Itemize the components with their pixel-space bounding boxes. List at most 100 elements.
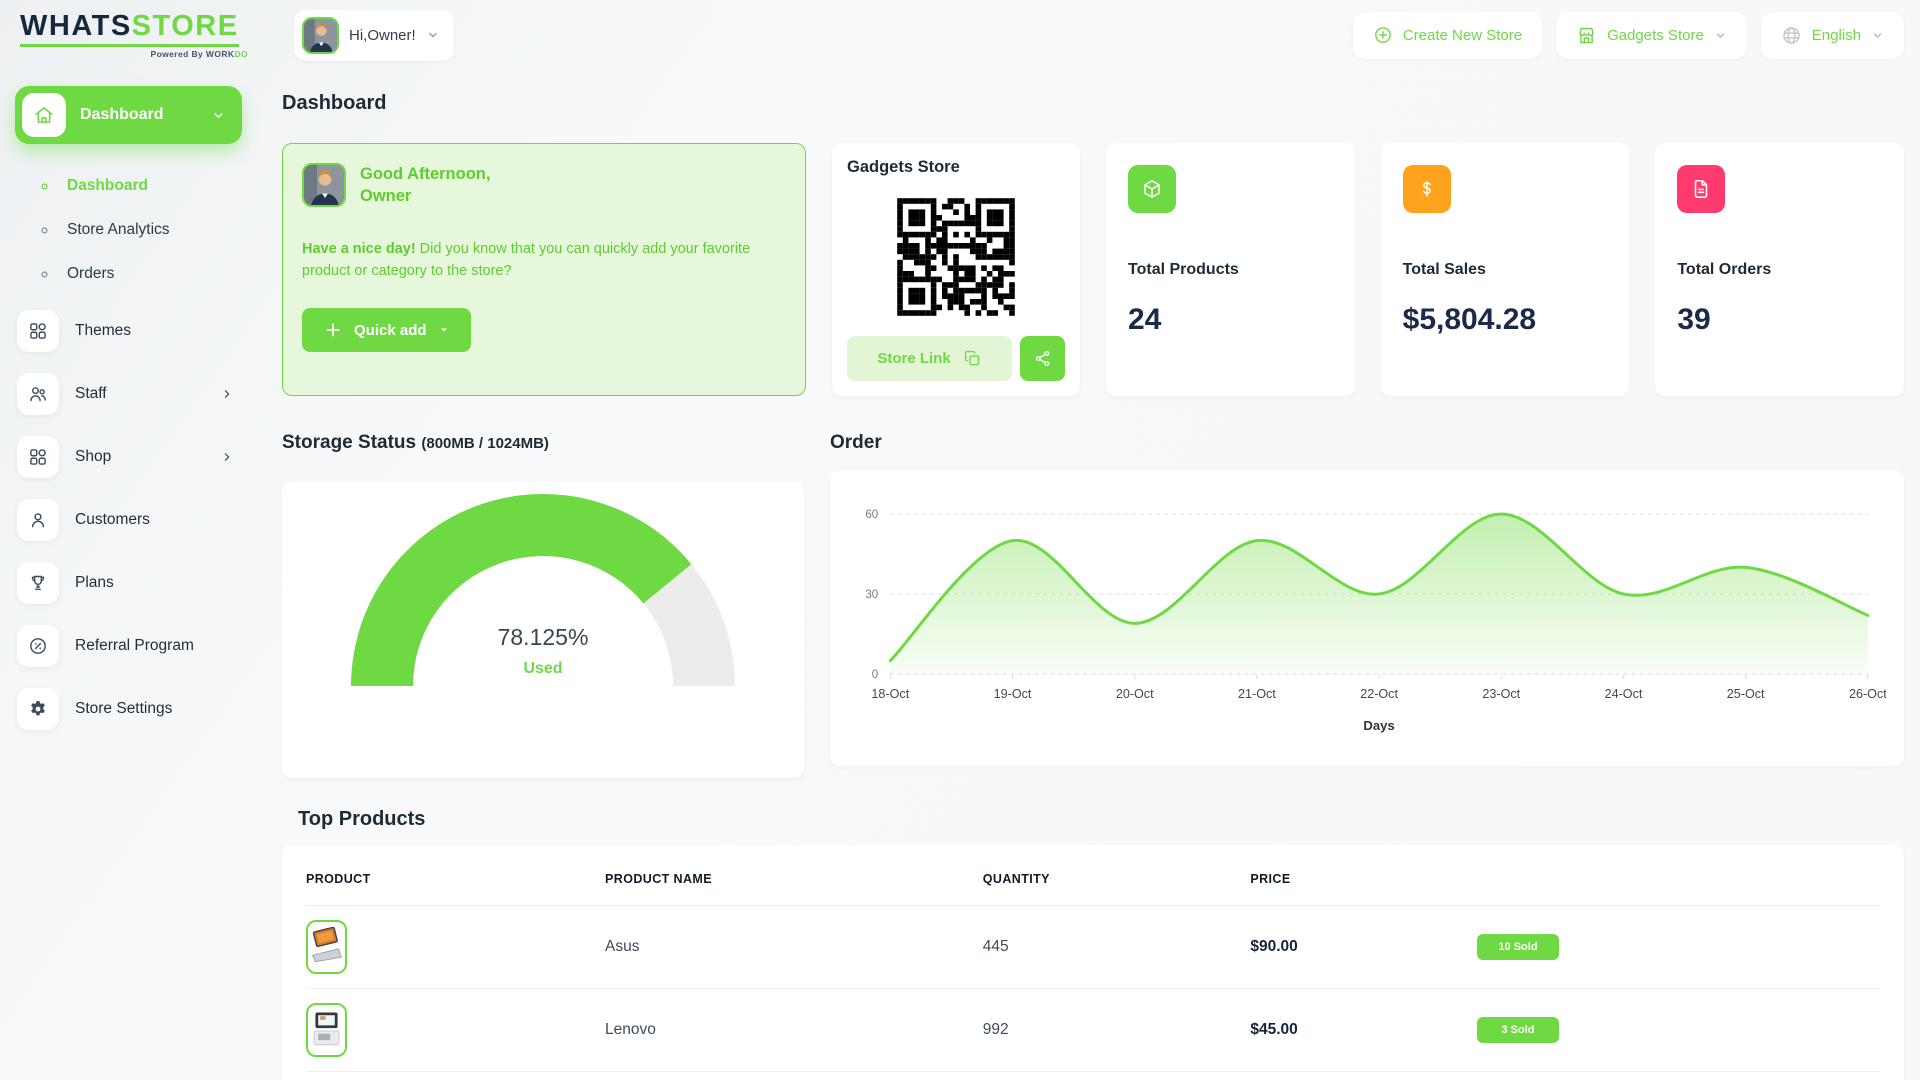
product-name: Lenovo (605, 988, 983, 1072)
column-header-price: PRICE (1250, 845, 1455, 906)
storage-section: Storage Status (800MB / 1024MB) 78.125% … (282, 432, 804, 778)
powered-by-label: Powered By WORKDO (150, 48, 248, 59)
product-image-laptop-gray (306, 1003, 347, 1057)
sidebar-subitem-orders[interactable]: Orders (15, 252, 242, 296)
sidebar-item-staff[interactable]: Staff (15, 366, 242, 422)
package-icon (1141, 178, 1163, 200)
product-image-laptop-tilted-orange (306, 920, 347, 974)
sidebar-item-label: Staff (75, 385, 107, 402)
storage-gauge-card: 78.125% Used (282, 482, 804, 778)
dot-circle-icon (39, 225, 50, 236)
greeting-message: Have a nice day! Did you know that you c… (302, 240, 751, 279)
sidebar-subitem-dashboard[interactable]: Dashboard (15, 164, 242, 208)
product-price: $45.00 (1250, 988, 1455, 1072)
sold-badge: 10 Sold (1476, 934, 1559, 960)
column-header-quantity: QUANTITY (982, 845, 1251, 906)
trophy-icon (28, 573, 48, 593)
sidebar-subitem-label: Dashboard (67, 177, 148, 194)
sidebar-item-label: Referral Program (75, 637, 194, 654)
dot-circle-icon (39, 269, 50, 280)
stat-value: 24 (1128, 303, 1162, 336)
svg-text:60: 60 (865, 509, 878, 521)
language-dropdown[interactable]: English (1760, 11, 1904, 59)
sidebar-subitem-label: Store Analytics (67, 221, 170, 238)
logo-text-store: STORE (131, 9, 239, 42)
user-icon (28, 510, 48, 530)
chevron-down-icon (1871, 29, 1884, 42)
user-greeting-label: Hi,Owner! (349, 26, 416, 44)
sidebar-item-label: Customers (75, 511, 150, 528)
page-title: Dashboard (282, 92, 387, 114)
copy-icon (963, 349, 982, 368)
grid-icon (28, 447, 48, 467)
dot-circle-icon (39, 181, 50, 192)
table-row-sony-bravia: Sony Bravia217$71.008 Sold (306, 1072, 1880, 1080)
sidebar-item-themes[interactable]: Themes (15, 303, 242, 359)
svg-text:19-Oct: 19-Oct (994, 687, 1032, 701)
chevron-down-icon (1714, 29, 1727, 42)
gauge-used-label: Used (523, 660, 563, 677)
top-products-section: Top Products PRODUCT PRODUCT NAME QUANTITY… (282, 808, 1904, 1080)
stat-card-total-products: Total Products 24 (1106, 143, 1355, 396)
table-row-asus: Asus 445 $90.00 10 Sold (306, 905, 1880, 989)
user-avatar (302, 16, 339, 54)
sidebar: Dashboard Dashboard Store Analytics Orders… (0, 70, 250, 744)
svg-text:24-Oct: 24-Oct (1605, 687, 1643, 701)
storage-heading: Storage Status (800MB / 1024MB) (282, 432, 549, 453)
sidebar-item-label: Themes (75, 322, 131, 339)
storage-gauge-chart (351, 494, 735, 686)
greeting-card: Good Afternoon, Owner Have a nice day! D… (282, 143, 806, 396)
sidebar-item-shop[interactable]: Shop (15, 429, 242, 485)
sidebar-item-store-settings[interactable]: Store Settings (15, 681, 242, 737)
svg-text:22-Oct: 22-Oct (1360, 687, 1398, 701)
sidebar-item-customers[interactable]: Customers (15, 492, 242, 548)
order-heading: Order (830, 432, 882, 453)
product-quantity: 992 (982, 988, 1251, 1072)
top-products-heading: Top Products (298, 808, 426, 830)
sidebar-subnav: Dashboard Store Analytics Orders (15, 164, 242, 296)
quick-add-button[interactable]: Quick add (302, 308, 471, 353)
sidebar-subitem-store-analytics[interactable]: Store Analytics (15, 208, 242, 252)
sidebar-group-label: Dashboard (80, 106, 164, 123)
stat-value: $5,804.28 (1402, 303, 1537, 336)
product-name: Sony Bravia (605, 1072, 983, 1080)
sidebar-items: Themes Staff Shop Customers Plans Referral Pr… (15, 303, 242, 737)
grid-icon (28, 321, 48, 341)
store-qr-code (893, 193, 1019, 320)
sidebar-subitem-label: Orders (67, 265, 115, 282)
sold-badge: 3 Sold (1476, 1017, 1559, 1043)
product-quantity: 217 (983, 1072, 1251, 1080)
user-menu-chip[interactable]: Hi,Owner! (294, 9, 454, 61)
store-link-button[interactable]: Store Link (847, 336, 1012, 381)
file-invoice-icon (1690, 178, 1712, 200)
sidebar-group-dashboard[interactable]: Dashboard (15, 86, 242, 144)
chevron-down-icon (426, 28, 440, 42)
svg-text:25-Oct: 25-Oct (1727, 687, 1765, 701)
svg-text:30: 30 (865, 589, 878, 601)
column-header-empty (1454, 845, 1880, 906)
sidebar-item-referral-program[interactable]: Referral Program (15, 618, 242, 674)
stat-value: 39 (1677, 303, 1711, 336)
users-icon (28, 384, 48, 404)
sidebar-item-label: Shop (75, 448, 112, 465)
share-store-button[interactable] (1020, 336, 1065, 381)
svg-text:20-Oct: 20-Oct (1116, 687, 1154, 701)
stat-card-total-orders: Total Orders 39 (1655, 143, 1904, 396)
logo-text-whats: WHATS (20, 9, 132, 42)
svg-text:26-Oct: 26-Oct (1849, 687, 1886, 701)
create-new-store-button[interactable]: Create New Store (1352, 11, 1543, 59)
brand-logo: WHATSSTORE Powered By WORKDO (20, 9, 248, 59)
owner-avatar (302, 163, 346, 207)
sidebar-item-plans[interactable]: Plans (15, 555, 242, 611)
column-header-product-name: PRODUCT NAME (605, 845, 983, 906)
svg-text:Days: Days (1363, 718, 1394, 733)
plus-icon (324, 321, 342, 339)
plus-circle-icon (1373, 25, 1393, 45)
svg-text:0: 0 (872, 669, 878, 681)
product-name: Asus (605, 905, 983, 989)
top-header: WHATSSTORE Powered By WORKDO Hi,Owner! C… (0, 0, 1920, 70)
store-qr-card: Gadgets Store Store Link (832, 143, 1080, 396)
greeting-title: Good Afternoon, Owner (360, 165, 491, 206)
store-switcher-dropdown[interactable]: Gadgets Store (1556, 11, 1747, 59)
table-row-lenovo: Lenovo 992 $45.00 3 Sold (306, 988, 1880, 1072)
